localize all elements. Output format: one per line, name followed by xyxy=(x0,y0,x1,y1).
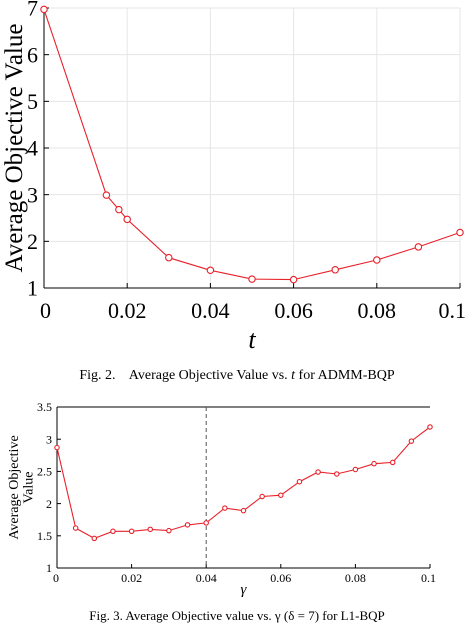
data-point xyxy=(371,460,377,467)
data-point xyxy=(289,275,298,284)
data-point xyxy=(165,253,173,262)
chart-average-objective-vs-t: 0 0.02 0.04 0.06 0.08 0.1 1 2 3 4 5 6 7 t Average Obje… xyxy=(1,0,466,354)
data-point xyxy=(456,228,464,237)
data-point xyxy=(240,507,247,514)
data-point xyxy=(222,505,228,511)
data-point xyxy=(184,522,191,528)
data-point xyxy=(278,492,284,498)
data-point xyxy=(54,444,60,451)
data-point xyxy=(352,466,359,473)
y-tick-label: 3 xyxy=(46,432,52,446)
data-point xyxy=(128,528,135,535)
y-tick-label: 1 xyxy=(46,561,52,575)
data-point xyxy=(389,459,396,466)
x-tick-label: 0 xyxy=(40,298,51,323)
y-tick-label: 3 xyxy=(27,182,38,207)
y-tick-label: 1.5 xyxy=(37,529,52,543)
data-point xyxy=(147,526,154,533)
data-point xyxy=(427,424,433,430)
y-axis-label: Average Objective Value xyxy=(1,24,28,273)
figure-2-caption-suffix: for ADMM-BQP xyxy=(298,368,395,383)
data-point xyxy=(115,205,123,214)
data-point xyxy=(102,191,111,199)
x-tick-label: 0.04 xyxy=(196,571,217,585)
x-tick-label: 0.06 xyxy=(270,571,291,585)
data-point xyxy=(166,527,172,534)
figure-2-caption-variable: t xyxy=(291,368,296,383)
y-tick-label: 6 xyxy=(27,42,38,67)
y-axis-label: Average ObjectiveValue xyxy=(7,435,37,539)
x-tick-label: 0.06 xyxy=(274,298,313,323)
x-tick-label: 0.08 xyxy=(345,571,366,585)
y-tick-label: 3.5 xyxy=(37,400,52,414)
series-line xyxy=(56,426,431,540)
data-point xyxy=(206,266,215,275)
data-point xyxy=(373,256,381,264)
figure-2-label: Fig. 2. xyxy=(79,368,116,383)
data-point xyxy=(414,243,423,251)
x-axis-label: t xyxy=(248,325,256,354)
data-point xyxy=(110,528,116,535)
data-point xyxy=(315,469,321,475)
data-point xyxy=(91,535,98,542)
y-tick-label: 2 xyxy=(46,497,52,511)
data-point xyxy=(248,275,256,283)
figure-2-caption: Fig. 2. Average Objective Value vs. t fo… xyxy=(0,368,474,384)
x-tick-label: 0.02 xyxy=(108,298,147,323)
data-point xyxy=(296,478,303,485)
series-line xyxy=(43,9,461,281)
data-point xyxy=(259,493,265,500)
x-tick-label: 0.1 xyxy=(421,571,436,585)
data-point xyxy=(333,471,340,477)
data-point xyxy=(408,438,415,444)
y-tick-label: 2.5 xyxy=(37,465,52,479)
y-tick-label: 2 xyxy=(27,229,38,254)
x-tick-label: 0.08 xyxy=(358,298,397,323)
y-tick-label: 5 xyxy=(27,89,38,114)
y-tick-label: 1 xyxy=(27,276,38,301)
figure-3-caption: Fig. 3. Average Objective value vs. γ (δ… xyxy=(89,608,385,623)
x-tick-label: 0.04 xyxy=(191,298,230,323)
x-axis-label: γ xyxy=(241,582,248,598)
y-tick-label: 7 xyxy=(27,0,38,21)
y-tick-label: 4 xyxy=(27,136,38,161)
data-point xyxy=(203,520,209,526)
data-point xyxy=(40,5,48,14)
chart-average-objective-vs-gamma: 0 0.02 0.04 0.06 0.08 0.1 1 1.5 2 2.5 3 3.5 γ Average… xyxy=(7,400,436,598)
figure-2-caption-text: Average Objective Value vs. xyxy=(128,368,288,383)
x-tick-label: 0.1 xyxy=(439,298,467,323)
data-point xyxy=(123,215,131,224)
y-axis-label-line: Value xyxy=(21,472,36,504)
y-axis-label-line: Average Objective xyxy=(7,435,22,539)
data-point xyxy=(331,266,339,274)
x-tick-label: 0 xyxy=(53,571,59,585)
x-tick-label: 0.02 xyxy=(121,571,142,585)
data-point xyxy=(72,525,79,531)
